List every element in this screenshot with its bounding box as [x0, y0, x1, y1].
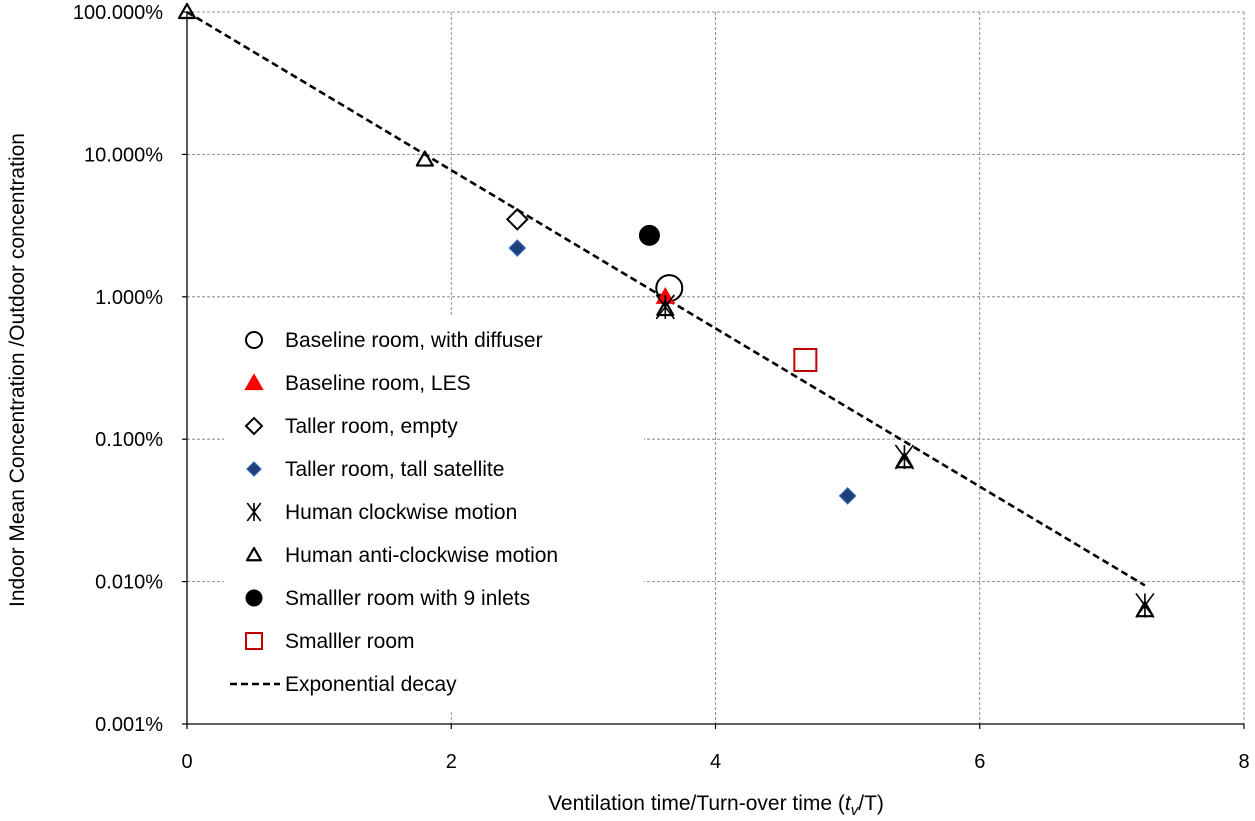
- legend-item: Taller room, tall satellite: [246, 458, 504, 481]
- legend-label: Human anti-clockwise motion: [285, 544, 558, 567]
- legend-item: Taller room, empty: [244, 415, 458, 438]
- legend-item: Human anti-clockwise motion: [245, 544, 558, 567]
- legend-item: Smalller room with 9 inlets: [245, 587, 530, 610]
- data-point: [177, 2, 197, 20]
- legend-swatch: [246, 461, 262, 477]
- y-tick-label: 0.001%: [95, 714, 163, 736]
- series-open-triangle: [177, 2, 1155, 618]
- legend-label: Exponential decay: [285, 673, 457, 696]
- data-point: [895, 452, 914, 469]
- data-point: [838, 487, 857, 505]
- x-tick-label: 4: [710, 751, 721, 773]
- series-filled-circle: [638, 224, 660, 246]
- x-tick-label: 0: [181, 751, 192, 773]
- legend-swatch: [246, 502, 262, 522]
- legend-swatch: [245, 589, 263, 607]
- legend-background: [224, 316, 644, 712]
- y-axis-title: Indoor Mean Concentration /Outdoor conce…: [6, 133, 29, 607]
- data-point: [656, 299, 675, 317]
- legend: Baseline room, with diffuser Baseline roo…: [230, 329, 558, 696]
- legend-swatch: [245, 331, 263, 349]
- y-tick-label: 0.100%: [95, 429, 163, 451]
- legend-swatch: [245, 546, 263, 562]
- y-tick-label: 1.000%: [95, 287, 163, 309]
- legend-item: Smalller room: [245, 630, 415, 653]
- y-tick-label: 10.000%: [84, 144, 163, 166]
- legend-label: Smalller room: [285, 630, 415, 653]
- legend-swatch: [244, 373, 264, 391]
- legend-item: Baseline room, with diffuser: [245, 329, 543, 352]
- legend-label: Baseline room, with diffuser: [285, 329, 543, 352]
- x-axis-title: Ventilation time/Turn-over time (tv/T): [548, 792, 884, 819]
- data-point: [793, 347, 818, 372]
- tick-labels: 100.000% 10.000% 1.000% 0.100% 0.010% 0.001% 0…: [73, 2, 1250, 773]
- legend-item: Baseline room, LES: [244, 372, 471, 395]
- exponential-decay-line: [186, 10, 1146, 587]
- data-point: [508, 239, 527, 257]
- series-open-diamond: [505, 207, 529, 231]
- legend-label: Taller room, empty: [285, 415, 458, 438]
- legend-swatch: [245, 632, 263, 650]
- data-point: [638, 224, 660, 246]
- data-point: [415, 150, 434, 167]
- data-point: [505, 207, 529, 231]
- legend-label: Smalller room with 9 inlets: [285, 587, 530, 610]
- series-layer: [177, 2, 1155, 618]
- legend-swatch: [244, 416, 264, 436]
- legend-item: Human clockwise motion: [246, 501, 517, 524]
- y-tick-label: 100.000%: [73, 2, 163, 24]
- legend-item: Exponential decay: [230, 673, 457, 696]
- legend-label: Baseline room, LES: [285, 372, 471, 395]
- data-point: [1135, 601, 1155, 618]
- series-open-square: [793, 347, 818, 372]
- x-tick-label: 2: [446, 751, 457, 773]
- series-filled-diamond: [508, 239, 857, 505]
- legend-label: Human clockwise motion: [285, 501, 517, 524]
- x-tick-label: 6: [974, 751, 985, 773]
- x-tick-label: 8: [1238, 751, 1249, 773]
- legend-label: Taller room, tall satellite: [285, 458, 504, 481]
- y-tick-label: 0.010%: [95, 572, 163, 594]
